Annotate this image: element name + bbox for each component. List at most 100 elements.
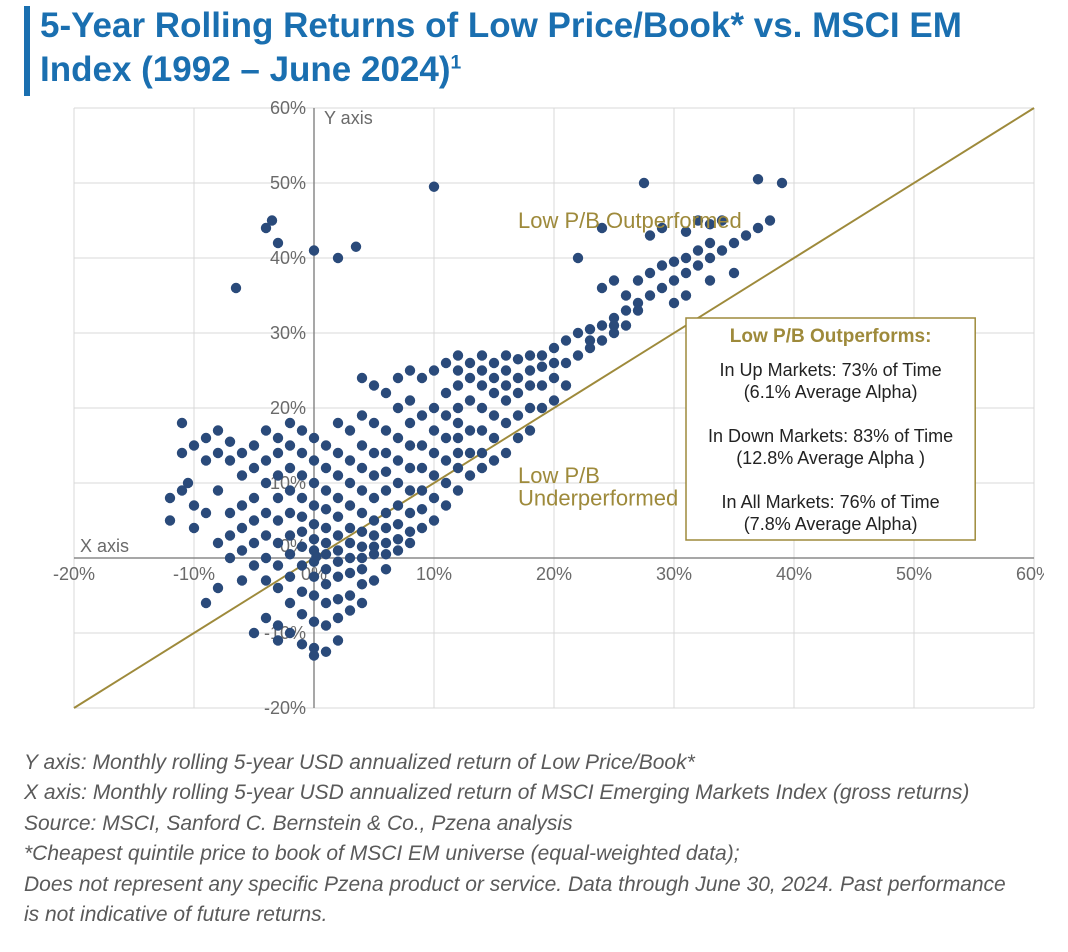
data-point [345,478,355,488]
data-point [273,470,283,480]
data-point [477,350,487,360]
footnote-line: Y axis: Monthly rolling 5-year USD annua… [24,748,1024,778]
data-point [669,257,679,267]
data-point [429,365,439,375]
data-point [477,448,487,458]
data-point [429,493,439,503]
data-point [237,470,247,480]
data-point [537,403,547,413]
x-tick-label: 30% [656,564,692,584]
data-point [237,545,247,555]
data-point [381,388,391,398]
data-point [609,275,619,285]
data-point [297,493,307,503]
data-point [561,358,571,368]
data-point [525,403,535,413]
data-point [213,485,223,495]
footnote-line: X axis: Monthly rolling 5-year USD annua… [24,778,1024,808]
data-point [573,350,583,360]
data-point [561,335,571,345]
x-axis-label: X axis [80,536,129,556]
data-point [501,365,511,375]
data-point [477,365,487,375]
data-point [525,380,535,390]
data-point [345,455,355,465]
data-point [285,418,295,428]
data-point [285,549,295,559]
data-point [381,485,391,495]
data-point [693,260,703,270]
data-point [321,598,331,608]
data-point [657,260,667,270]
data-point [489,433,499,443]
data-point [489,455,499,465]
stats-box-line: In Down Markets: 83% of Time [708,426,953,446]
data-point [381,523,391,533]
data-point [381,549,391,559]
data-point [405,508,415,518]
data-point [417,440,427,450]
data-point [177,448,187,458]
data-point [357,579,367,589]
data-point [573,253,583,263]
data-point [453,380,463,390]
data-point [393,433,403,443]
data-point [477,425,487,435]
data-point [705,253,715,263]
data-point [405,418,415,428]
data-point [369,515,379,525]
page: 5-Year Rolling Returns of Low Price/Book… [0,0,1068,952]
data-point [309,455,319,465]
data-point [333,448,343,458]
data-point [345,553,355,563]
data-point [321,549,331,559]
data-point [357,410,367,420]
data-point [309,572,319,582]
data-point [225,530,235,540]
data-point [333,530,343,540]
stats-box-line: (12.8% Average Alpha ) [736,448,925,468]
stats-box-line: (7.8% Average Alpha) [744,514,918,534]
data-point [321,440,331,450]
data-point [393,534,403,544]
data-point [309,590,319,600]
data-point [225,553,235,563]
data-point [201,433,211,443]
data-point [297,639,307,649]
data-point [225,437,235,447]
data-point [249,560,259,570]
x-tick-label: 10% [416,564,452,584]
data-point [357,463,367,473]
data-point [249,440,259,450]
stats-box-title: Low P/B Outperforms: [730,326,932,347]
data-point [333,594,343,604]
data-point [333,512,343,522]
data-point [441,478,451,488]
data-point [429,403,439,413]
data-point [561,380,571,390]
data-point [321,504,331,514]
data-point [249,515,259,525]
data-point [453,418,463,428]
data-point [669,275,679,285]
data-point [273,433,283,443]
data-point [609,320,619,330]
data-point [213,425,223,435]
data-point [369,380,379,390]
data-point [501,380,511,390]
data-point [525,350,535,360]
data-point [297,560,307,570]
data-point [417,463,427,473]
data-point [261,530,271,540]
data-point [309,245,319,255]
data-point [285,440,295,450]
data-point [261,425,271,435]
data-point [549,373,559,383]
data-point [453,350,463,360]
annotation-text: Underperformed [518,486,678,511]
data-point [381,467,391,477]
data-point [321,579,331,589]
data-point [321,538,331,548]
data-point [441,455,451,465]
data-point [513,433,523,443]
